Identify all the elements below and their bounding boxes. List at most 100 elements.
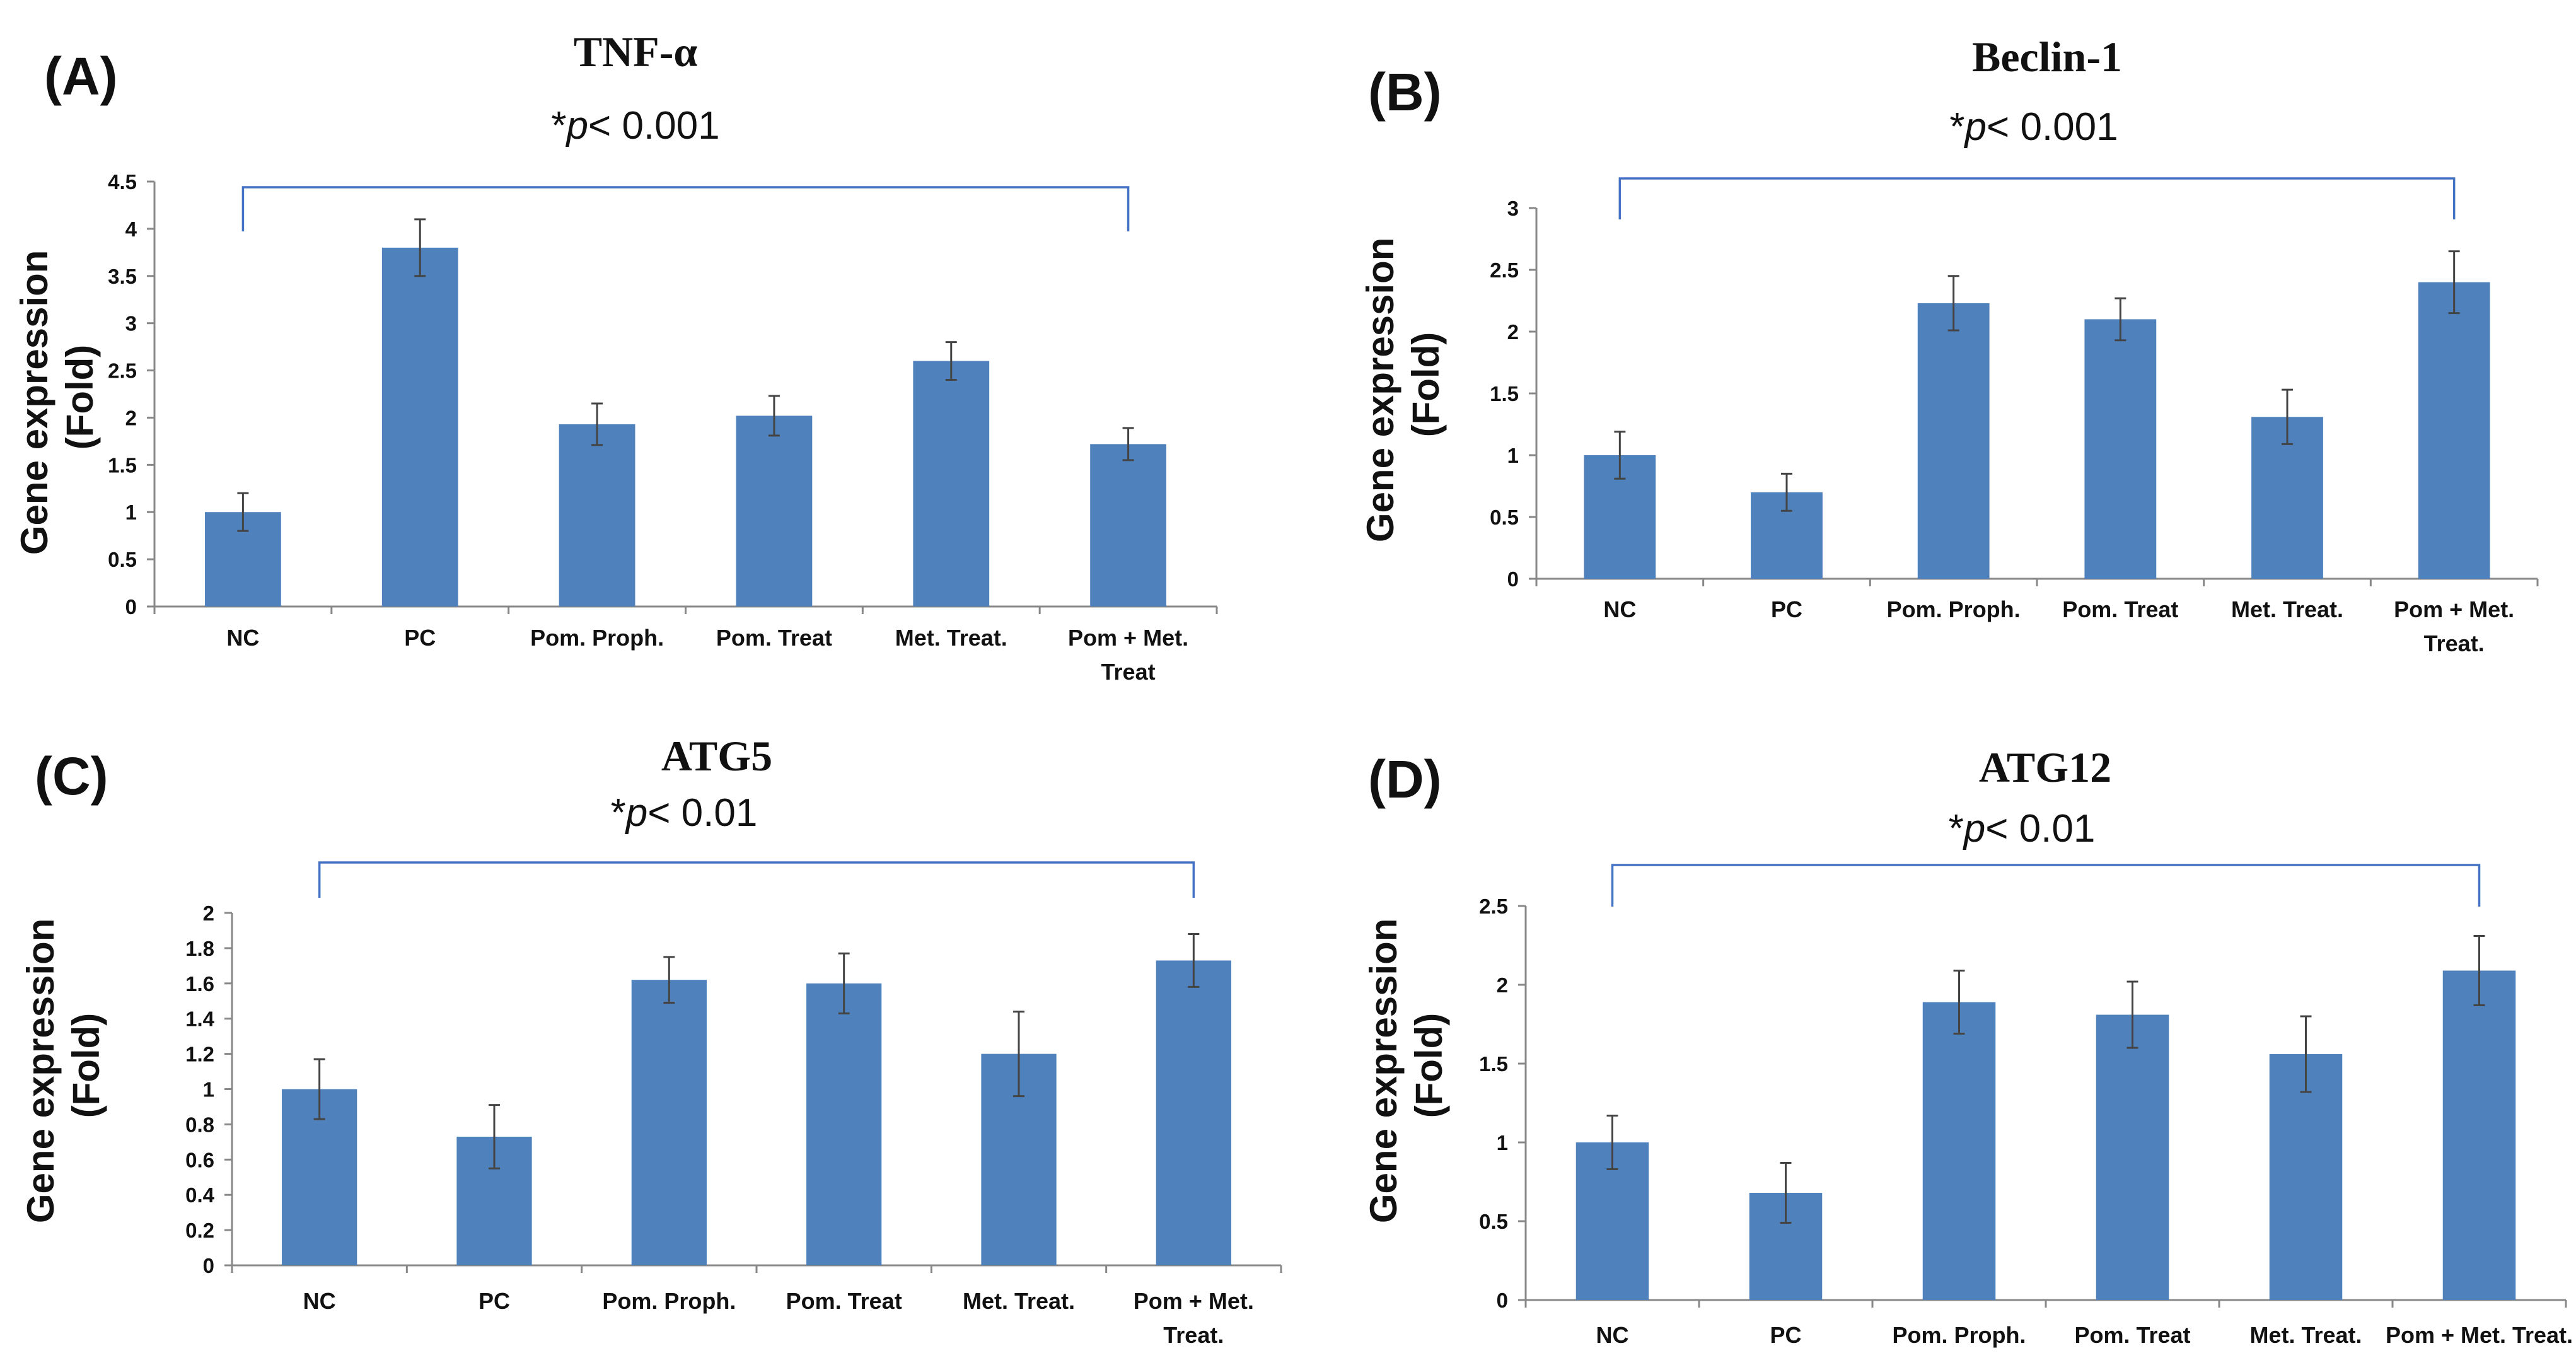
chart-title: ATG5: [661, 732, 772, 780]
bar: [2084, 319, 2157, 579]
y-tick-label: 4.5: [108, 170, 137, 194]
y-tick-label: 0: [1497, 1289, 1508, 1312]
panel-a: (A) TNF-α *p< 0.001 Gene expression (Fol…: [13, 28, 1218, 685]
y-tick-label: 1.5: [108, 453, 137, 477]
x-category-label: Pom. Treat: [786, 1288, 902, 1314]
y-tick-label: 1: [203, 1078, 214, 1101]
bar: [1090, 444, 1166, 607]
significance-label: *p< 0.001: [1949, 105, 2118, 149]
bar: [913, 361, 990, 607]
y-axis-label: Gene expression (Fold): [20, 908, 107, 1223]
y-tick-label: 4: [125, 218, 137, 241]
significance-bracket: [318, 861, 1195, 898]
y-tick-label: 0.6: [185, 1148, 214, 1171]
y-tick-label: 0.5: [108, 548, 137, 571]
y-tick-label: 2: [1497, 973, 1508, 997]
bar: [806, 983, 882, 1265]
x-category-label: Treat: [1101, 659, 1156, 685]
significance-bracket: [1611, 864, 2481, 907]
y-tick-label: 0.8: [185, 1113, 214, 1136]
panel-label: (B): [1368, 62, 1442, 122]
x-category-label: Pom. Proph.: [1892, 1322, 2026, 1348]
x-category-label: Pom. Treat: [716, 625, 832, 651]
bar: [1917, 303, 1990, 579]
bar: [559, 424, 635, 607]
panel-label: (D): [1368, 750, 1442, 809]
y-axis-label: Gene expression (Fold): [1359, 227, 1447, 542]
y-tick-label: 3: [1507, 197, 1519, 220]
y-tick-label: 3: [125, 312, 137, 335]
x-category-label: PC: [1771, 596, 1802, 622]
panel-label: (C): [35, 746, 108, 806]
y-tick-label: 0.5: [1479, 1210, 1508, 1233]
significance-label: *p< 0.01: [1949, 807, 2096, 850]
chart-title: ATG12: [1979, 743, 2111, 791]
significance-bracket: [241, 186, 1130, 231]
y-tick-label: 1: [1497, 1131, 1508, 1154]
chart-title: Beclin-1: [1972, 33, 2122, 81]
x-category-label: Treat.: [2424, 630, 2485, 656]
x-category-label: Pom + Met.: [1068, 625, 1188, 651]
bar: [2096, 1014, 2169, 1300]
plot-area: 0 0.5 1 1.5 2 2.5 3 NC PC Pom. Proph. Pom. Treat Me…: [1490, 177, 2539, 656]
x-category-label: Treat.: [1163, 1322, 1224, 1348]
bar: [2418, 282, 2490, 579]
panel-c: (C) ATG5 *p< 0.01 Gene expression (Fold)…: [20, 732, 1282, 1348]
panel-d: (D) ATG12 *p< 0.01 Gene expression (Fold…: [1362, 743, 2573, 1348]
y-tick-label: 0: [203, 1254, 214, 1277]
x-category-label: Pom. Proph.: [530, 625, 664, 651]
y-tick-label: 0.4: [185, 1183, 215, 1207]
y-tick-label: 2.5: [1490, 258, 1519, 282]
x-category-label: Met. Treat.: [895, 625, 1007, 651]
y-tick-label: 2.5: [108, 359, 137, 383]
y-tick-label: 0: [1507, 567, 1519, 591]
y-axis-label: Gene expression (Fold): [13, 240, 101, 555]
x-category-label: Pom. Treat: [2062, 596, 2178, 622]
significance-bracket: [1618, 177, 2456, 219]
y-tick-label: 0: [125, 595, 137, 618]
x-category-label: NC: [1596, 1322, 1629, 1348]
x-category-label: Pom + Met.: [1134, 1288, 1254, 1314]
bar: [2442, 970, 2516, 1300]
chart-title: TNF-α: [574, 28, 698, 76]
y-tick-label: 0.2: [185, 1219, 214, 1242]
y-tick-label: 2.5: [1479, 895, 1508, 918]
y-tick-label: 3.5: [108, 265, 137, 288]
y-tick-label: 2: [1507, 320, 1519, 344]
y-tick-label: 2: [203, 902, 214, 925]
y-tick-label: 2: [125, 406, 137, 429]
x-category-label: Met. Treat.: [2231, 596, 2343, 622]
bar: [381, 247, 458, 607]
x-category-label: Pom + Met. Treat.: [2386, 1322, 2573, 1348]
y-tick-label: 0.5: [1490, 506, 1519, 529]
panel-b: (B) Beclin-1 *p< 0.001 Gene expression (…: [1359, 33, 2539, 656]
bar: [2269, 1054, 2343, 1300]
plot-area: 0 0.5 1 1.5 2 2.5 3 3.5 4 4.5 NC PC Pom. Proph. Pom. …: [108, 170, 1218, 685]
plot-area: 0 0.5 1 1.5 2 2.5 NC PC Pom. Proph. Pom. Treat Met…: [1479, 864, 2573, 1348]
y-axis-label: Gene expression (Fold): [1362, 908, 1450, 1223]
x-category-label: Met. Treat.: [2249, 1322, 2362, 1348]
y-tick-label: 1.2: [185, 1043, 214, 1066]
bar: [736, 415, 813, 607]
x-category-label: Pom + Met.: [2394, 596, 2514, 622]
bar: [1922, 1002, 1996, 1300]
x-category-label: NC: [226, 625, 259, 651]
x-category-label: Met. Treat.: [963, 1288, 1075, 1314]
plot-area: 0 0.2 0.4 0.6 0.8 1 1.2 1.4 1.6 1.8 2 NC PC Pom. Prop…: [185, 861, 1282, 1348]
y-tick-label: 1.4: [185, 1007, 215, 1031]
bar: [1156, 960, 1231, 1265]
significance-label: *p< 0.001: [551, 104, 719, 148]
x-category-label: Pom. Treat: [2074, 1322, 2190, 1348]
x-category-label: Pom. Proph.: [1887, 596, 2021, 622]
x-category-label: PC: [1770, 1322, 1801, 1348]
y-tick-label: 1.8: [185, 937, 214, 960]
y-tick-label: 1.5: [1479, 1052, 1508, 1076]
bar: [631, 980, 707, 1265]
x-category-label: Pom. Proph.: [602, 1288, 736, 1314]
y-tick-label: 1.5: [1490, 382, 1519, 405]
x-category-label: PC: [479, 1288, 510, 1314]
x-category-label: NC: [1603, 596, 1636, 622]
y-tick-label: 1: [1507, 444, 1519, 467]
panel-label: (A): [44, 47, 118, 106]
